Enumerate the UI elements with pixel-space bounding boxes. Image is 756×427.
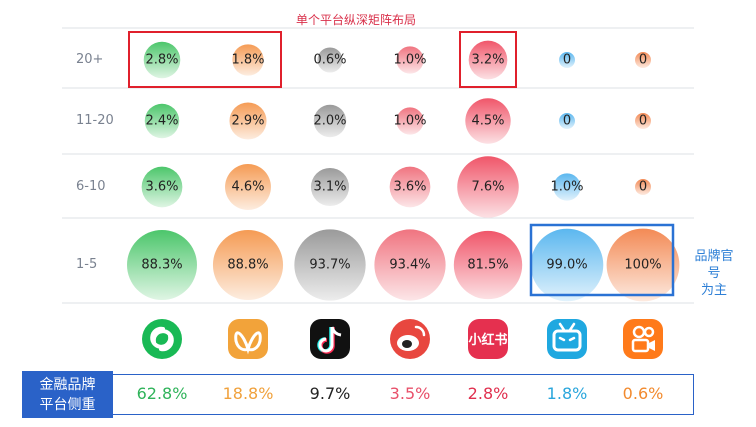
share-value: 2.8% (467, 384, 509, 403)
kuaishou-icon (623, 319, 663, 359)
bubble-value-label: 88.8% (227, 257, 269, 273)
bubble (317, 47, 343, 73)
highlight-box-blue (529, 223, 675, 297)
bubble-value-label: 0 (562, 113, 572, 129)
bubble-value-label: 3.2% (471, 52, 505, 68)
brand-note-line-1: 品牌官号 (694, 249, 734, 281)
bubble (606, 228, 680, 302)
weibo-butterfly-icon (228, 319, 268, 359)
bubble-value-label: 88.3% (141, 257, 183, 273)
bubble (468, 40, 508, 80)
bubble-value-label: 93.7% (309, 257, 351, 273)
bubble (530, 228, 604, 302)
highlight-box-red (128, 31, 282, 88)
bubble (143, 41, 181, 79)
brand-account-note: 品牌官号 为主 (690, 248, 738, 299)
bubble (310, 167, 350, 207)
bubble (559, 113, 575, 129)
wechat-channels-icon (142, 319, 182, 359)
bubble-value-label: 100% (624, 257, 662, 273)
bubble (453, 230, 523, 300)
row-label: 11-20 (76, 113, 114, 128)
share-value: 1.8% (546, 384, 588, 403)
bubble-value-label: 93.4% (389, 257, 431, 273)
bubble-value-label: 2.4% (145, 113, 179, 129)
bubble-value-label: 2.0% (313, 113, 347, 129)
bubble-value-label: 2.9% (231, 113, 265, 129)
bubble-value-label: 4.5% (471, 113, 505, 129)
bubble (229, 102, 267, 140)
bubble-value-label: 0 (562, 52, 572, 68)
bubble (396, 107, 424, 135)
bubble-value-label: 3.6% (145, 179, 179, 195)
bubble-value-label: 3.6% (393, 179, 427, 195)
bubble (225, 164, 271, 210)
bubble-value-label: 1.0% (393, 113, 427, 129)
bubble (389, 166, 431, 208)
bubble-value-label: 0 (638, 113, 648, 129)
bubble-value-label: 4.6% (231, 179, 265, 195)
share-value: 18.8% (222, 384, 274, 403)
bubble (144, 103, 180, 139)
share-value: 62.8% (136, 384, 188, 403)
weibo-icon (390, 319, 430, 359)
bubble-value-label: 0.6% (313, 52, 347, 68)
bubble (294, 229, 366, 301)
bubble (635, 113, 651, 129)
bubble-value-label: 2.8% (145, 52, 179, 68)
row-label: 1-5 (76, 257, 98, 272)
bubble-value-label: 7.6% (471, 179, 505, 195)
bubble (313, 104, 347, 138)
bubble (127, 230, 197, 300)
bubble-value-label: 1.8% (231, 52, 265, 68)
bubble (457, 156, 519, 218)
bubble-value-label: 0 (638, 52, 648, 68)
bubble-value-label: 0 (638, 179, 648, 195)
douyin-icon (310, 319, 350, 359)
bubble (553, 173, 581, 201)
xiaohongshu-icon: 小红书 (468, 319, 508, 359)
row-label: 6-10 (76, 179, 106, 194)
highlight-box-red (459, 31, 517, 88)
share-value: 9.7% (309, 384, 351, 403)
bubble-value-label: 1.0% (550, 179, 584, 195)
highlight-title: 单个平台纵深矩阵布局 (296, 13, 417, 27)
bubble (465, 98, 511, 144)
bubble-value-label: 3.1% (313, 179, 347, 195)
bilibili-icon (547, 319, 587, 359)
bubble (212, 229, 284, 301)
share-label-line-1: 金融品牌 (39, 376, 96, 393)
bubble-value-label: 99.0% (546, 257, 588, 273)
share-value: 0.6% (622, 384, 664, 403)
bubble-value-label: 81.5% (467, 257, 509, 273)
bubble (374, 229, 446, 301)
bubble (396, 46, 424, 74)
share-label-box: 金融品牌 平台侧重 (22, 371, 113, 418)
share-value: 3.5% (389, 384, 431, 403)
bubble (635, 52, 651, 68)
bubble-value-label: 1.0% (393, 52, 427, 68)
bubble (635, 179, 651, 195)
row-label: 20+ (76, 52, 104, 67)
bubble (141, 166, 183, 208)
bubble (559, 52, 575, 68)
share-label-line-2: 平台侧重 (39, 396, 96, 413)
svg-text:小红书: 小红书 (468, 332, 507, 348)
share-row-frame (113, 374, 694, 415)
bubble (232, 44, 264, 76)
brand-note-line-2: 为主 (700, 283, 727, 298)
